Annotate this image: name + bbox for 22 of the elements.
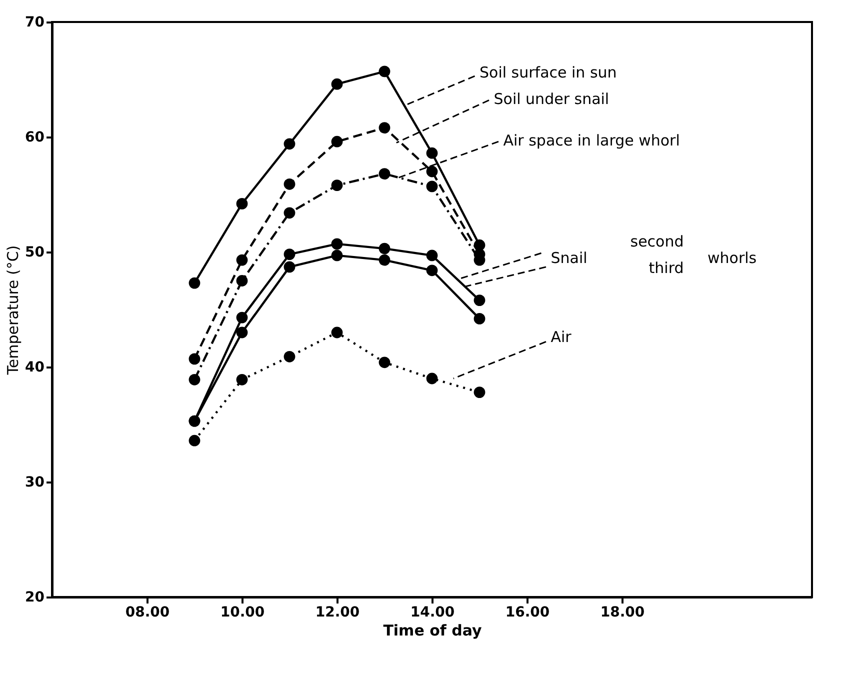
y-axis-title: Temperature (°C) (4, 245, 22, 376)
y-tick-label: 50 (25, 244, 45, 260)
text: third (648, 259, 684, 278)
y-tick-label: 40 (25, 360, 45, 376)
x-tick-label: 14.00 (410, 604, 455, 620)
x-tick-label: 08.00 (125, 604, 170, 620)
x-tick-label: 10.00 (220, 604, 265, 620)
y-tick-label: 20 (25, 590, 45, 606)
y-tick-label: 60 (25, 130, 45, 146)
x-axis-title: Time of day (383, 622, 482, 640)
x-tick-label: 18.00 (600, 604, 645, 620)
x-tick-label: 16.00 (505, 604, 550, 620)
y-tick-label: 30 (25, 474, 45, 490)
x-tick-label: 12.00 (315, 604, 360, 620)
text: Air space in large whorl (503, 131, 680, 150)
text: Soil surface in sun (480, 64, 617, 82)
annotation: whorls (708, 248, 757, 267)
y-tick-label: 70 (25, 14, 45, 30)
legend-label: Soil under snail (494, 90, 610, 108)
text: Air (550, 328, 572, 346)
annotation: Snail (550, 248, 588, 267)
text: second (630, 232, 684, 251)
